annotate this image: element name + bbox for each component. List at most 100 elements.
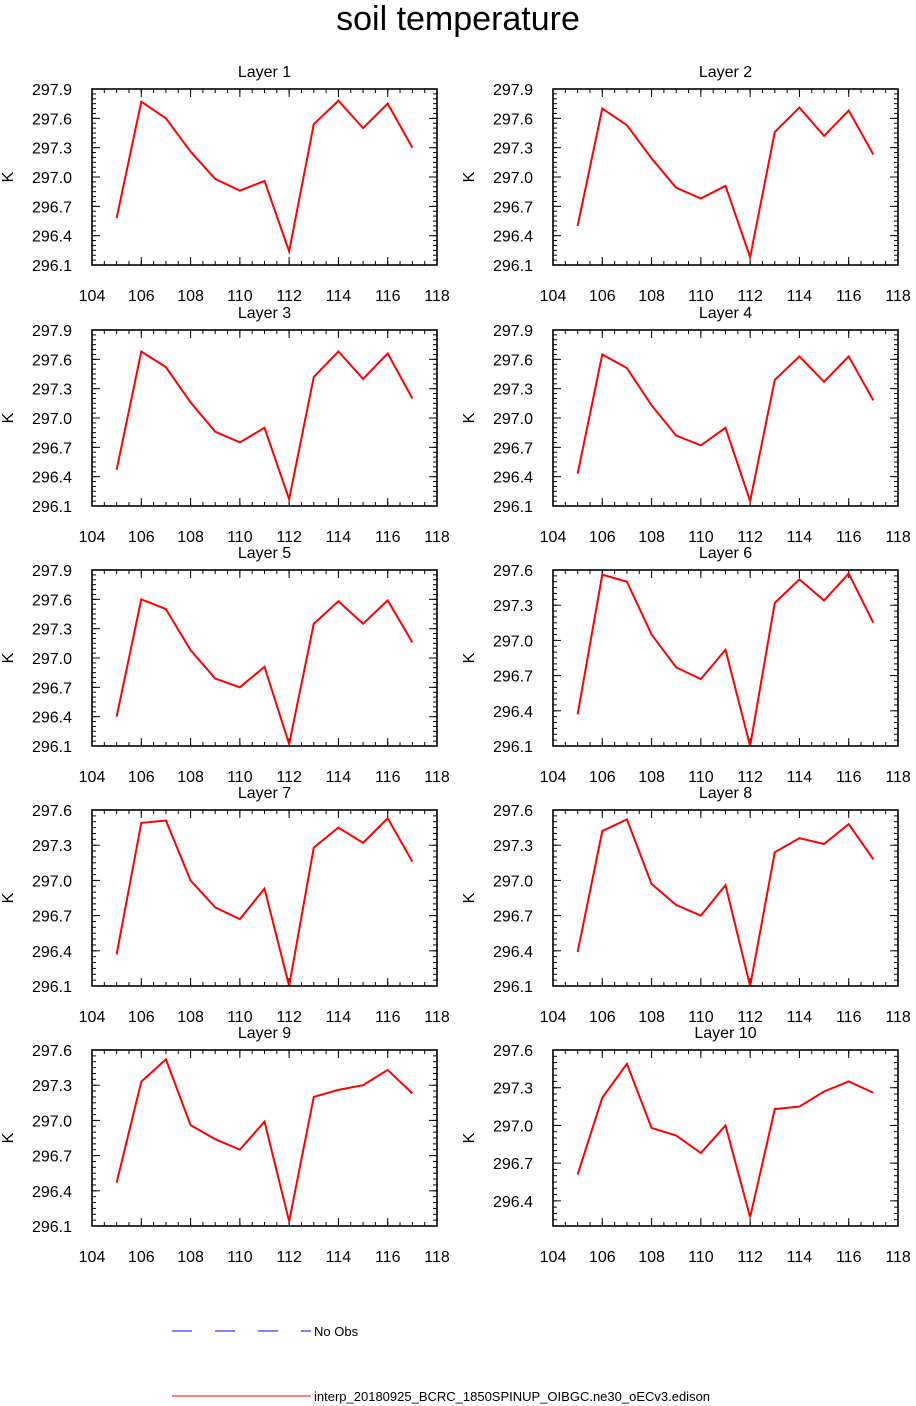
minor-ticks [91,569,438,747]
x-tick-label: 114 [326,288,352,305]
y-tick-label: 297.0 [493,411,533,428]
y-tick-label: 297.0 [493,1118,533,1135]
x-tick-label: 114 [787,1249,813,1266]
figure-title: soil temperature [336,0,580,38]
x-tick-label: 118 [885,288,911,305]
y-tick-label: 297.6 [493,803,533,820]
x-tick-label: 104 [540,769,567,786]
y-tick-label: 297.0 [32,170,72,187]
y-tick-label: 297.6 [493,111,533,128]
x-tick-label: 110 [688,529,714,546]
panel-title: Layer 1 [238,64,291,81]
y-tick-label: 296.7 [493,199,533,216]
y-axis-label: K [461,1132,478,1143]
y-tick-label: 297.3 [32,838,72,855]
y-axis-label: K [461,171,478,182]
panel-layer-8: Layer 8 K 104 106 108 110 112 114 116 118 296.1 296… [461,785,911,1026]
y-tick-label: 296.1 [32,1219,72,1236]
y-tick-label: 296.4 [32,229,72,246]
x-tick-label: 108 [638,1249,665,1266]
x-tick-label: 110 [688,1009,714,1026]
y-tick-label: 296.7 [32,909,72,926]
y-tick-label: 296.4 [493,470,533,487]
plot-frame [91,569,438,747]
y-tick-label: 296.1 [493,979,533,996]
x-tick-label: 106 [128,1249,155,1266]
y-tick-label: 296.1 [493,739,533,756]
x-tick-label: 108 [177,1249,204,1266]
minor-ticks [91,1049,438,1227]
y-tick-label: 296.7 [493,669,533,686]
y-tick-label: 296.4 [493,704,533,721]
y-tick-label: 297.6 [32,111,72,128]
y-tick-label: 296.7 [32,440,72,457]
x-tick-label: 106 [589,769,616,786]
y-tick-label: 296.7 [493,440,533,457]
x-tick-label: 118 [424,769,450,786]
series-line [115,349,414,503]
x-tick-label: 114 [787,1009,813,1026]
x-tick-label: 108 [177,769,204,786]
x-tick-label: 112 [276,1249,302,1266]
x-tick-label: 106 [589,529,616,546]
y-tick-label: 296.4 [32,470,72,487]
x-tick-label: 108 [638,1009,665,1026]
y-tick-label: 296.7 [32,1149,72,1166]
panels: Layer 1 K 104 106 108 110 112 114 116 118 296.1 296… [0,64,911,1266]
series-line [115,597,414,748]
x-tick-label: 112 [276,769,302,786]
y-axis-label: K [461,652,478,663]
y-axis-label: K [461,892,478,903]
y-tick-label: 297.6 [32,803,72,820]
y-tick-label: 297.0 [493,170,533,187]
minor-ticks [552,569,899,747]
minor-ticks [552,809,899,987]
x-tick-label: 116 [375,769,401,786]
x-tick-label: 116 [375,288,401,305]
plot-frame [552,88,899,266]
panel-title: Layer 3 [238,305,291,322]
x-tick-label: 104 [540,1009,567,1026]
panel-title: Layer 2 [699,64,752,81]
y-tick-label: 296.4 [493,944,533,961]
panel-layer-4: Layer 4 K 104 106 108 110 112 114 116 118 296.1 296… [461,305,911,546]
x-tick-label: 114 [787,769,813,786]
y-tick-label: 296.4 [493,1194,533,1211]
x-tick-label: 116 [375,1009,401,1026]
plot-frame [552,1049,899,1227]
y-tick-label: 297.9 [32,82,72,99]
x-tick-label: 106 [589,1249,616,1266]
x-tick-label: 110 [227,529,253,546]
x-tick-label: 112 [737,1009,763,1026]
y-tick-label: 297.6 [32,352,72,369]
x-tick-label: 114 [326,769,352,786]
x-tick-label: 116 [836,288,862,305]
y-tick-label: 297.0 [32,1113,72,1130]
x-tick-label: 116 [836,769,862,786]
y-tick-label: 296.1 [32,499,72,516]
y-tick-label: 296.1 [493,258,533,275]
x-tick-label: 114 [326,1249,352,1266]
panel-layer-6: Layer 6 K 104 106 108 110 112 114 116 118 296.1 296… [461,545,911,786]
x-tick-label: 118 [424,288,450,305]
x-tick-label: 118 [424,1249,450,1266]
y-tick-label: 296.4 [32,1184,72,1201]
plot-frame [552,809,899,987]
y-tick-label: 297.0 [32,411,72,428]
series-line [576,571,875,747]
x-tick-label: 114 [787,288,813,305]
x-tick-label: 110 [227,769,253,786]
y-tick-label: 297.3 [493,838,533,855]
y-tick-label: 296.1 [32,739,72,756]
plot-frame [552,569,899,747]
x-tick-label: 110 [227,1249,253,1266]
x-tick-label: 112 [737,529,763,546]
panel-title: Layer 8 [699,785,752,802]
x-tick-label: 118 [885,529,911,546]
y-tick-label: 297.3 [32,622,72,639]
y-tick-label: 296.1 [493,499,533,516]
y-tick-label: 296.4 [32,710,72,727]
series-line [115,99,414,256]
y-tick-label: 296.4 [32,944,72,961]
panel-layer-9: Layer 9 K 104 106 108 110 112 114 116 118 296.1 296… [0,1025,450,1266]
